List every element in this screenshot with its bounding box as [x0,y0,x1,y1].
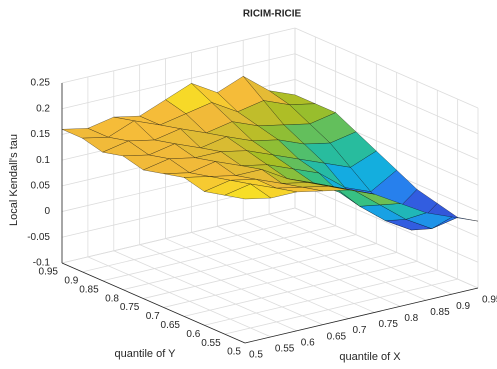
z-tick-label: 0 [44,206,50,217]
y-tick-label: 0.9 [64,276,78,287]
axis-line [244,287,479,344]
y-tick-label: 0.6 [186,329,200,340]
z-axis-label: Local Kendall's tau [8,134,20,226]
grid-line [294,79,479,160]
x-tick-label: 0.5 [249,350,263,361]
grid-line [87,256,272,338]
grid-line [294,181,479,263]
grid-line [143,243,377,299]
grid-line [61,53,296,110]
grid-line [113,250,297,332]
y-tick-label: 0.85 [79,284,99,295]
grid-line [122,234,357,291]
grid-line [217,225,401,307]
grid-line [139,244,323,326]
z-tick-label: -0.05 [27,232,50,243]
grid-line [163,252,397,308]
chart-title: RICIM-RICIE [243,9,302,20]
y-tick-label: 0.5 [227,347,241,358]
grid-line [82,216,316,273]
y-tick-label: 0.75 [120,302,140,313]
grid-line [294,207,479,289]
z-tick-label: 0.05 [31,180,51,191]
x-tick-label: 0.75 [378,319,398,330]
axis-line [61,262,246,344]
y-tick-label: 0.7 [146,311,160,322]
grid-line [183,260,418,317]
x-tick-label: 0.9 [456,301,470,312]
z-tick-label: 0.15 [31,129,51,140]
grid-line [294,53,479,135]
x-tick-label: 0.7 [353,325,367,336]
z-tick-label: 0.2 [36,103,50,114]
grid-line [165,238,349,319]
grid-line [224,278,458,335]
grid-line [243,219,427,301]
grid-line [102,225,336,282]
y-axis-label: quantile of Y [115,348,177,360]
x-tick-label: 0.8 [404,313,418,324]
x-tick-label: 0.95 [482,295,497,306]
x-tick-label: 0.55 [275,344,295,355]
z-tick-label: 0.1 [36,155,50,166]
grid-line [61,27,296,84]
grid-line [191,232,375,313]
y-tick-label: 0.8 [105,293,119,304]
grid-line [204,269,438,326]
y-tick-label: 0.95 [39,267,59,278]
z-tick-label: -0.1 [33,258,51,269]
y-tick-label: 0.65 [161,320,181,331]
x-tick-label: 0.65 [327,331,347,342]
x-tick-label: 0.6 [301,337,315,348]
y-tick-label: 0.55 [201,338,221,349]
z-tick-label: 0.25 [31,78,51,89]
x-axis-label: quantile of X [339,351,401,363]
grid-line [294,27,479,109]
grid-line [61,207,296,264]
surface-face [223,183,272,200]
x-tick-label: 0.85 [430,307,450,318]
grid-line [268,213,453,295]
